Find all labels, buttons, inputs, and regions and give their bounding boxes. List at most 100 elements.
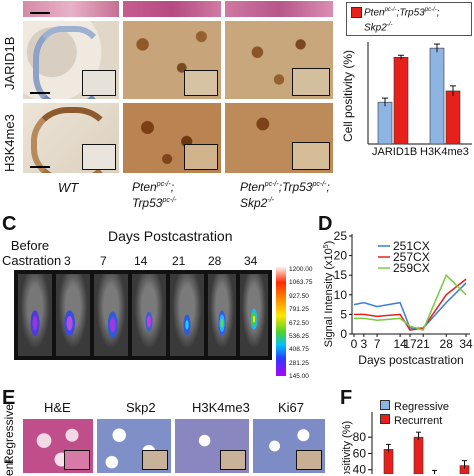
day-label: 3 — [64, 254, 71, 268]
category-label-jarid1b: JARID1B — [372, 146, 418, 158]
micro-e-skp2 — [96, 418, 172, 474]
bar — [413, 436, 424, 474]
scale-tick: 536.25 — [289, 333, 309, 341]
bar — [445, 90, 461, 145]
micro-he-skp2-top — [224, 0, 334, 18]
x-tick-label: 3 — [361, 337, 368, 351]
row-label-h3k4me3: H3K4me3 — [2, 114, 17, 172]
legend-swatch — [380, 400, 390, 410]
bar — [393, 56, 409, 145]
y-tick-label: 15 — [334, 268, 348, 282]
x-tick-label: 34 — [459, 337, 473, 351]
y-axis-label: ll positivity (%) — [341, 421, 353, 474]
y-axis-label: Signal Intensity (x105) — [323, 241, 335, 348]
panel-a: JARID1B H3K4me3 WT Ptenpc-/-; Trp53pc-/-… — [0, 0, 335, 240]
micro-e-h3k4me3 — [174, 418, 250, 474]
y-tick-label: 20 — [334, 249, 348, 263]
mouse-image — [132, 274, 166, 356]
scale-tick: 791.25 — [289, 306, 309, 314]
scale-tick: 672.50 — [289, 319, 309, 327]
panel-c-image — [14, 270, 272, 360]
col-label-he: H&E — [44, 400, 71, 415]
legend-swatch — [380, 414, 390, 424]
mouse-image — [94, 274, 128, 356]
panel-c-title: Days Postcastration — [108, 228, 233, 244]
y-tick-label: 80 — [353, 430, 367, 444]
micro-jarid1b-wt — [22, 20, 120, 100]
scale-bar — [30, 92, 50, 94]
y-axis-label: Cell positivity (%) — [341, 50, 355, 142]
panel-c-letter: C — [2, 213, 17, 235]
micro-he-pten-top — [122, 0, 222, 18]
day-label: 7 — [100, 254, 107, 268]
color-scale-ticks: 1200.00 1063.75 927.50 791.25 672.50 536… — [289, 263, 313, 384]
micro-jarid1b-skp2 — [224, 20, 334, 100]
genotype-wt: WT — [58, 180, 79, 195]
legend-text: Ptenpc-/-;Trp53pc-/-; Skp2-/- — [364, 7, 440, 34]
panel-b-legend: Ptenpc-/-;Trp53pc-/-; Skp2-/- — [346, 2, 472, 36]
legend-item-recurrent: Recurrent — [380, 414, 470, 428]
legend-label: 251CX — [393, 239, 430, 253]
micro-e-he — [22, 418, 94, 474]
micro-jarid1b-pten — [122, 20, 222, 100]
col-label-skp2: Skp2 — [126, 400, 156, 415]
mouse-image — [208, 274, 236, 356]
panel-c-day-labels: 3 7 14 21 28 34 — [60, 254, 270, 270]
series-line — [353, 282, 467, 329]
panel-f-legend: Regressive Recurrent — [380, 400, 470, 428]
scale-tick: 408.75 — [289, 346, 309, 354]
y-tick-label: 40 — [353, 463, 367, 474]
panel-b-chart: Cell positivity (%) — [341, 42, 472, 145]
y-tick-label: 0 — [340, 327, 347, 341]
genotype-pten-trp53: Ptenpc-/-; Trp53pc-/- — [132, 180, 177, 210]
scale-bar — [30, 12, 50, 14]
scale-tick: 145.00 — [289, 373, 309, 381]
legend-item-regressive: Regressive — [380, 400, 470, 414]
scale-tick: 1063.75 — [289, 279, 313, 287]
bar — [429, 47, 445, 145]
color-scale-bar — [276, 266, 286, 376]
col-label-ki67: Ki67 — [278, 400, 305, 415]
micro-h3k4me3-pten — [122, 102, 222, 174]
lines-d — [353, 273, 467, 331]
x-tick-label: 21 — [416, 337, 430, 351]
legend-swatch-red — [351, 7, 362, 18]
y-tick-label: 10 — [334, 288, 348, 302]
legend-label: 257CX — [393, 250, 430, 264]
row-label-jarid1b: JARID1B — [2, 36, 17, 90]
day-label: 34 — [244, 254, 258, 268]
row-label-recurrent: ent — [2, 459, 16, 476]
bar — [383, 449, 394, 474]
x-tick-label: 17 — [403, 337, 417, 351]
ticks-f: 80 60 40 — [353, 430, 372, 474]
mouse-image — [170, 274, 204, 356]
bars-f — [383, 431, 470, 474]
bar — [377, 101, 393, 145]
micro-e-ki67 — [252, 418, 326, 474]
scale-bar — [30, 166, 50, 168]
genotype-pten-trp53-skp2: Ptenpc-/-;Trp53pc-/-; Skp2-/- — [240, 180, 330, 210]
category-label-h3k4me3: H3K4me3 — [420, 146, 469, 158]
panel-e-letter: E — [2, 387, 16, 409]
x-tick-label: 14 — [393, 337, 407, 351]
y-tick-label: 60 — [353, 446, 367, 460]
series-line — [354, 273, 467, 331]
scale-tick: 1200.00 — [289, 266, 313, 273]
mouse-image — [56, 274, 90, 356]
scale-tick: 927.50 — [289, 292, 309, 300]
bars-b — [377, 43, 461, 145]
panel-d-chart: Signal Intensity (x105) 0 5 10 15 20 25 0 3 7 141… — [323, 229, 473, 367]
micro-he-wt-top — [22, 0, 120, 18]
micro-h3k4me3-wt — [22, 102, 120, 174]
panel-d-letter: D — [318, 213, 333, 235]
y-tick-label: 25 — [334, 229, 348, 243]
panel-f-letter: F — [340, 387, 353, 409]
mouse-image — [240, 274, 268, 356]
panel-c-before-label: Before Castration — [2, 238, 62, 268]
day-label: 28 — [208, 254, 222, 268]
x-axis-label: Days postcastration — [358, 353, 463, 367]
x-tick-label: 7 — [374, 337, 381, 351]
mouse-image — [18, 274, 52, 356]
